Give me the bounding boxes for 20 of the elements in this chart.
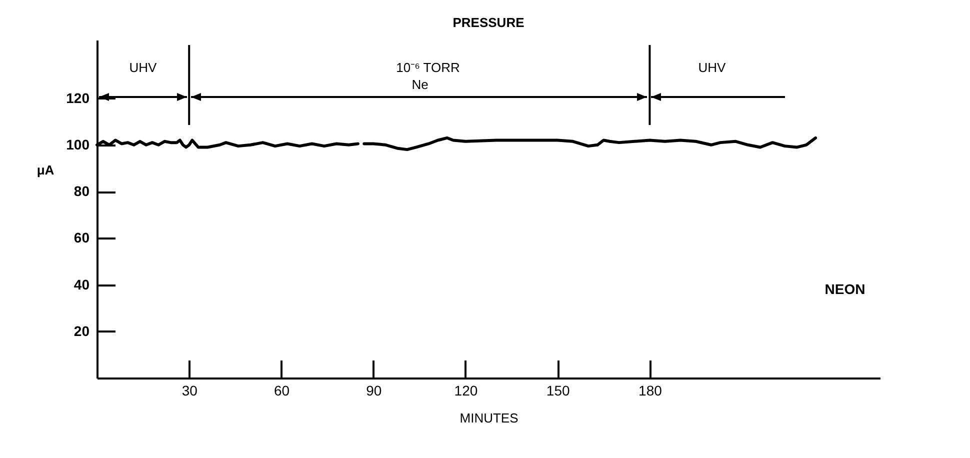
x-tick-label: 90: [366, 382, 382, 398]
annotation: Ne: [412, 77, 428, 92]
x-tick-label: 60: [274, 382, 290, 398]
x-tick-label: 150: [546, 382, 570, 398]
y-tick-label: 40: [74, 276, 90, 292]
x-tick-label: 30: [182, 382, 198, 398]
x-axis-title: MINUTES: [460, 410, 519, 426]
y-tick-label: 120: [66, 90, 90, 106]
annotation: UHV: [129, 60, 158, 75]
annotation: NEON: [824, 281, 866, 297]
chart-title: PRESSURE: [452, 15, 525, 30]
y-tick-label: 20: [74, 322, 90, 339]
y-tick-label: 60: [74, 230, 90, 246]
x-tick-label: 120: [454, 382, 478, 398]
annotation: UHV: [698, 60, 726, 75]
x-tick-label: 180: [638, 382, 662, 398]
y-tick-label: 80: [74, 183, 90, 200]
annotation: 10⁻⁶ TORR: [396, 60, 460, 75]
y-axis-title: μA: [36, 162, 55, 178]
y-tick-label: 100: [66, 136, 90, 152]
